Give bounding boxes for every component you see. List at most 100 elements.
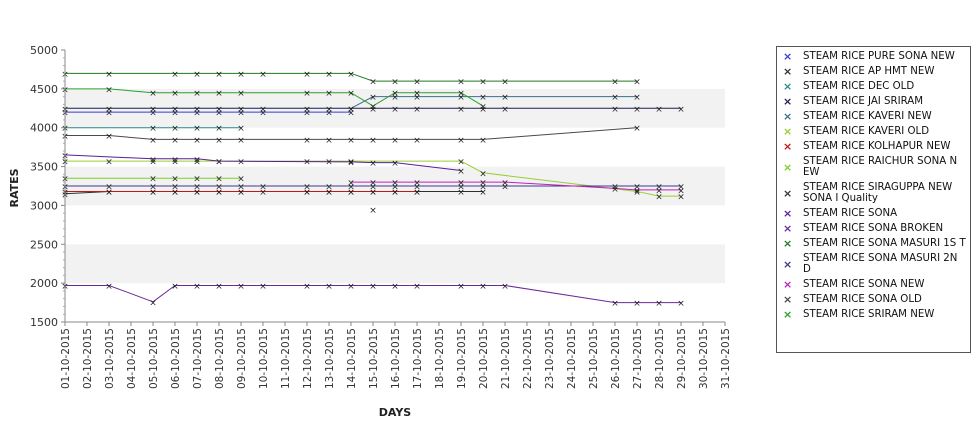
- data-point-marker: ×: [171, 158, 179, 168]
- data-point-marker: ×: [347, 158, 355, 168]
- data-point-marker: ×: [215, 136, 223, 146]
- data-point-marker: ×: [237, 175, 245, 185]
- data-point-marker: ×: [633, 186, 641, 196]
- data-point-marker: ×: [391, 183, 399, 193]
- data-point-marker: ×: [391, 179, 399, 189]
- x-tick-label: 12-10-2015: [302, 328, 314, 389]
- data-point-marker: ×: [347, 105, 355, 115]
- data-point-marker: ×: [259, 188, 267, 198]
- series-line-11: [65, 72, 637, 82]
- data-point-marker: ×: [369, 282, 377, 292]
- data-point-marker: ×: [215, 282, 223, 292]
- data-point-marker: ×: [655, 183, 663, 193]
- data-point-marker: ×: [479, 105, 487, 115]
- data-point-marker: ×: [193, 109, 201, 119]
- data-point-marker: ×: [611, 299, 619, 309]
- x-tick-label: 13-10-2015: [324, 328, 336, 389]
- data-point-marker: ×: [171, 188, 179, 198]
- data-point-marker: ×: [347, 136, 355, 146]
- legend-item: × STEAM RICE KAVERI OLD: [777, 126, 970, 137]
- data-point-marker: ×: [413, 183, 421, 193]
- data-point-marker: ×: [325, 183, 333, 193]
- data-point-marker: ×: [237, 136, 245, 146]
- x-tick-labels: 01-10-2015 02-10-2015 03-10-2015 04-10-2015…: [60, 322, 732, 389]
- data-point-marker: ×: [325, 89, 333, 99]
- grid-band: [65, 127, 725, 167]
- legend-item: × STEAM RICE SONA BROKEN: [777, 223, 970, 234]
- data-point-marker: ×: [347, 188, 355, 198]
- data-point-marker: ×: [237, 89, 245, 99]
- data-point-marker: ×: [171, 136, 179, 146]
- legend-marker-icon: ×: [783, 293, 793, 306]
- data-point-marker: ×: [413, 78, 421, 88]
- data-point-marker: ×: [655, 193, 663, 203]
- data-point-marker: ×: [369, 78, 377, 88]
- data-point-marker: ×: [391, 89, 399, 99]
- data-point-marker: ×: [633, 78, 641, 88]
- data-point-marker: ×: [347, 89, 355, 99]
- data-point-marker: ×: [457, 183, 465, 193]
- data-point-marker: ×: [237, 188, 245, 198]
- legend-marker-icon: ×: [783, 80, 793, 93]
- data-point-marker: ×: [479, 179, 487, 189]
- x-tick-label: 14-10-2015: [346, 328, 358, 389]
- data-point-marker: ×: [171, 109, 179, 119]
- data-point-marker: ×: [171, 188, 179, 198]
- x-tick-label: 07-10-2015: [192, 328, 204, 389]
- data-point-marker: ×: [479, 102, 487, 112]
- data-point-marker: ×: [501, 282, 509, 292]
- legend-label: STEAM RICE SRIRAM NEW: [803, 309, 935, 320]
- data-point-marker: ×: [677, 299, 685, 309]
- data-point-marker: ×: [171, 89, 179, 99]
- data-point-marker: ×: [611, 185, 619, 195]
- data-point-marker: ×: [105, 183, 113, 193]
- data-point-marker: ×: [479, 136, 487, 146]
- data-point-marker: ×: [413, 136, 421, 146]
- series-line-4: [350, 96, 637, 109]
- series-lines: [64, 72, 681, 304]
- data-point-marker: ×: [325, 158, 333, 168]
- data-point-marker: ×: [193, 282, 201, 292]
- data-point-marker: ×: [105, 70, 113, 80]
- x-tick-label: 09-10-2015: [236, 328, 248, 389]
- legend-marker-icon: ×: [783, 125, 793, 138]
- legend-item: × STEAM RICE RAICHUR SONA N EW: [777, 156, 970, 178]
- data-point-marker: ×: [633, 299, 641, 309]
- x-tick-label: 18-10-2015: [434, 328, 446, 389]
- legend-item: × STEAM RICE KOLHAPUR NEW: [777, 141, 970, 152]
- data-point-marker: ×: [171, 183, 179, 193]
- grid-band: [65, 205, 725, 245]
- data-point-marker: ×: [369, 105, 377, 115]
- x-tick-label: 23-10-2015: [544, 328, 556, 389]
- x-tick-label: 03-10-2015: [104, 328, 116, 389]
- data-point-marker: ×: [303, 183, 311, 193]
- data-point-marker: ×: [391, 282, 399, 292]
- data-point-marker: ×: [655, 186, 663, 196]
- data-point-marker: ×: [369, 179, 377, 189]
- data-point-marker: ×: [501, 183, 509, 193]
- x-tick-label: 11-10-2015: [280, 328, 292, 389]
- y-tick-label: 1500: [30, 316, 58, 329]
- legend-label: STEAM RICE KOLHAPUR NEW: [803, 141, 951, 152]
- data-point-marker: ×: [149, 109, 157, 119]
- x-tick-label: 19-10-2015: [456, 328, 468, 389]
- y-tick-labels: 1500 2000 2500 3000 3500 4000 4500 5000: [30, 44, 65, 329]
- x-tick-label: 27-10-2015: [632, 328, 644, 389]
- data-point-marker: ×: [413, 93, 421, 103]
- data-point-marker: ×: [633, 124, 641, 134]
- data-point-marker: ×: [193, 158, 201, 168]
- data-point-marker: ×: [259, 105, 267, 115]
- data-point-marker: ×: [105, 105, 113, 115]
- data-point-marker: ×: [347, 109, 355, 119]
- y-tick-label: 4500: [30, 83, 58, 96]
- data-point-marker: ×: [611, 93, 619, 103]
- legend-item: × STEAM RICE JAI SRIRAM: [777, 96, 970, 107]
- data-point-marker: ×: [237, 183, 245, 193]
- data-point-marker: ×: [303, 105, 311, 115]
- data-point-marker: ×: [457, 158, 465, 168]
- x-tick-label: 01-10-2015: [60, 328, 72, 389]
- line-chart: × × × × × × × × × ×× × × × × × × × × × × × × × ×× × × × ×× × × × × × × × × ×…: [8, 44, 732, 419]
- legend-label: STEAM RICE AP HMT NEW: [803, 66, 935, 77]
- data-point-marker: ×: [457, 105, 465, 115]
- y-tick-label: 3500: [30, 161, 58, 174]
